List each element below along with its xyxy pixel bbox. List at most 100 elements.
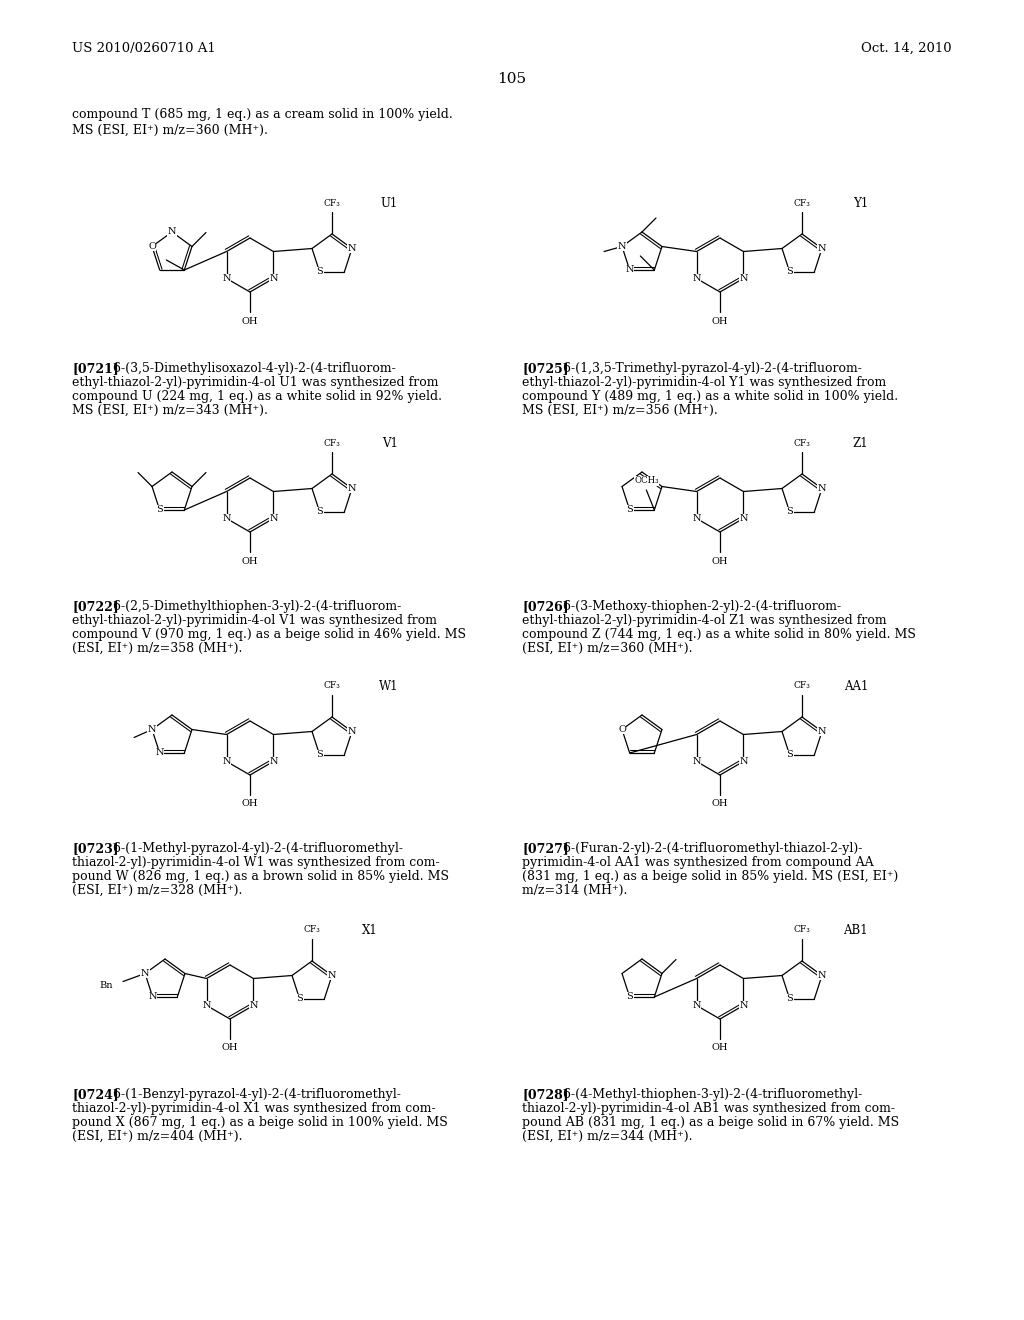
Text: N: N [692,275,700,282]
Text: 6-(1-Benzyl-pyrazol-4-yl)-2-(4-trifluoromethyl-: 6-(1-Benzyl-pyrazol-4-yl)-2-(4-trifluoro… [105,1088,400,1101]
Text: OH: OH [712,557,728,565]
Text: compound T (685 mg, 1 eq.) as a cream solid in 100% yield.: compound T (685 mg, 1 eq.) as a cream so… [72,108,453,121]
Text: [0725]: [0725] [522,362,568,375]
Text: MS (ESI, EI⁺) m/z=343 (MH⁺).: MS (ESI, EI⁺) m/z=343 (MH⁺). [72,404,268,417]
Text: pound AB (831 mg, 1 eq.) as a beige solid in 67% yield. MS: pound AB (831 mg, 1 eq.) as a beige soli… [522,1115,899,1129]
Text: [0726]: [0726] [522,601,568,612]
Text: S: S [157,506,163,515]
Text: MS (ESI, EI⁺) m/z=356 (MH⁺).: MS (ESI, EI⁺) m/z=356 (MH⁺). [522,404,718,417]
Text: W1: W1 [379,680,398,693]
Text: 105: 105 [498,73,526,86]
Text: OH: OH [712,317,728,326]
Text: N: N [617,242,627,251]
Text: thiazol-2-yl)-pyrimidin-4-ol AB1 was synthesized from com-: thiazol-2-yl)-pyrimidin-4-ol AB1 was syn… [522,1102,895,1115]
Text: N: N [148,993,157,1002]
Text: N: N [739,1001,748,1010]
Text: CF₃: CF₃ [324,198,340,207]
Text: 6-(Furan-2-yl)-2-(4-trifluoromethyl-thiazol-2-yl)-: 6-(Furan-2-yl)-2-(4-trifluoromethyl-thia… [555,842,862,855]
Text: CF₃: CF₃ [303,925,321,935]
Text: U1: U1 [381,197,398,210]
Text: N: N [269,275,278,282]
Text: (ESI, EI⁺) m/z=344 (MH⁺).: (ESI, EI⁺) m/z=344 (MH⁺). [522,1130,692,1143]
Text: S: S [786,268,793,276]
Text: N: N [348,727,356,737]
Text: ethyl-thiazol-2-yl)-pyrimidin-4-ol U1 was synthesized from: ethyl-thiazol-2-yl)-pyrimidin-4-ol U1 wa… [72,376,438,389]
Text: OCH₃: OCH₃ [634,477,658,486]
Text: 6-(3,5-Dimethylisoxazol-4-yl)-2-(4-trifluorom-: 6-(3,5-Dimethylisoxazol-4-yl)-2-(4-trifl… [105,362,395,375]
Text: N: N [818,484,826,492]
Text: S: S [316,268,323,276]
Text: ethyl-thiazol-2-yl)-pyrimidin-4-ol Y1 was synthesized from: ethyl-thiazol-2-yl)-pyrimidin-4-ol Y1 wa… [522,376,886,389]
Text: S: S [316,751,323,759]
Text: (ESI, EI⁺) m/z=360 (MH⁺).: (ESI, EI⁺) m/z=360 (MH⁺). [522,642,692,655]
Text: [0727]: [0727] [522,842,568,855]
Text: S: S [316,507,323,516]
Text: MS (ESI, EI⁺) m/z=360 (MH⁺).: MS (ESI, EI⁺) m/z=360 (MH⁺). [72,124,268,137]
Text: AA1: AA1 [844,680,868,693]
Text: 6-(4-Methyl-thiophen-3-yl)-2-(4-trifluoromethyl-: 6-(4-Methyl-thiophen-3-yl)-2-(4-trifluor… [555,1088,862,1101]
Text: OH: OH [712,1044,728,1052]
Text: OH: OH [242,317,258,326]
Text: S: S [786,751,793,759]
Text: [0721]: [0721] [72,362,119,375]
Text: CF₃: CF₃ [324,681,340,690]
Text: S: S [786,507,793,516]
Text: compound V (970 mg, 1 eq.) as a beige solid in 46% yield. MS: compound V (970 mg, 1 eq.) as a beige so… [72,628,466,642]
Text: Z1: Z1 [852,437,868,450]
Text: Oct. 14, 2010: Oct. 14, 2010 [861,42,952,55]
Text: N: N [156,748,164,758]
Text: [0728]: [0728] [522,1088,568,1101]
Text: N: N [692,513,700,523]
Text: compound Z (744 mg, 1 eq.) as a white solid in 80% yield. MS: compound Z (744 mg, 1 eq.) as a white so… [522,628,915,642]
Text: OH: OH [242,800,258,808]
Text: N: N [147,725,157,734]
Text: [0723]: [0723] [72,842,119,855]
Text: OH: OH [712,800,728,808]
Text: US 2010/0260710 A1: US 2010/0260710 A1 [72,42,216,55]
Text: O: O [618,725,626,734]
Text: N: N [818,972,826,979]
Text: N: N [692,756,700,766]
Text: N: N [168,227,176,236]
Text: compound U (224 mg, 1 eq.) as a white solid in 92% yield.: compound U (224 mg, 1 eq.) as a white so… [72,389,442,403]
Text: N: N [348,244,356,253]
Text: ethyl-thiazol-2-yl)-pyrimidin-4-ol Z1 was synthesized from: ethyl-thiazol-2-yl)-pyrimidin-4-ol Z1 wa… [522,614,887,627]
Text: (ESI, EI⁺) m/z=358 (MH⁺).: (ESI, EI⁺) m/z=358 (MH⁺). [72,642,243,655]
Text: N: N [739,275,748,282]
Text: OH: OH [222,1044,239,1052]
Text: 6-(2,5-Dimethylthiophen-3-yl)-2-(4-trifluorom-: 6-(2,5-Dimethylthiophen-3-yl)-2-(4-trifl… [105,601,401,612]
Text: CF₃: CF₃ [794,681,810,690]
Text: compound Y (489 mg, 1 eq.) as a white solid in 100% yield.: compound Y (489 mg, 1 eq.) as a white so… [522,389,898,403]
Text: N: N [222,756,230,766]
Text: CF₃: CF₃ [794,925,810,935]
Text: 6-(3-Methoxy-thiophen-2-yl)-2-(4-trifluorom-: 6-(3-Methoxy-thiophen-2-yl)-2-(4-trifluo… [555,601,841,612]
Text: pyrimidin-4-ol AA1 was synthesized from compound AA: pyrimidin-4-ol AA1 was synthesized from … [522,855,873,869]
Text: CF₃: CF₃ [324,438,340,447]
Text: OH: OH [242,557,258,565]
Text: ethyl-thiazol-2-yl)-pyrimidin-4-ol V1 was synthesized from: ethyl-thiazol-2-yl)-pyrimidin-4-ol V1 wa… [72,614,437,627]
Text: 6-(1-Methyl-pyrazol-4-yl)-2-(4-trifluoromethyl-: 6-(1-Methyl-pyrazol-4-yl)-2-(4-trifluoro… [105,842,403,855]
Text: 6-(1,3,5-Trimethyl-pyrazol-4-yl)-2-(4-trifluorom-: 6-(1,3,5-Trimethyl-pyrazol-4-yl)-2-(4-tr… [555,362,862,375]
Text: S: S [786,994,793,1003]
Text: N: N [328,972,336,979]
Text: N: N [692,1001,700,1010]
Text: N: N [348,484,356,492]
Text: V1: V1 [382,437,398,450]
Text: (ESI, EI⁺) m/z=328 (MH⁺).: (ESI, EI⁺) m/z=328 (MH⁺). [72,884,243,898]
Text: m/z=314 (MH⁺).: m/z=314 (MH⁺). [522,884,628,898]
Text: N: N [818,244,826,253]
Text: X1: X1 [362,924,378,937]
Text: Y1: Y1 [853,197,868,210]
Text: N: N [626,265,634,275]
Text: N: N [140,969,150,978]
Text: S: S [627,993,633,1002]
Text: AB1: AB1 [844,924,868,937]
Text: pound X (867 mg, 1 eq.) as a beige solid in 100% yield. MS: pound X (867 mg, 1 eq.) as a beige solid… [72,1115,447,1129]
Text: N: N [269,756,278,766]
Text: N: N [203,1001,211,1010]
Text: N: N [739,513,748,523]
Text: [0724]: [0724] [72,1088,119,1101]
Text: N: N [269,513,278,523]
Text: N: N [222,275,230,282]
Text: pound W (826 mg, 1 eq.) as a brown solid in 85% yield. MS: pound W (826 mg, 1 eq.) as a brown solid… [72,870,449,883]
